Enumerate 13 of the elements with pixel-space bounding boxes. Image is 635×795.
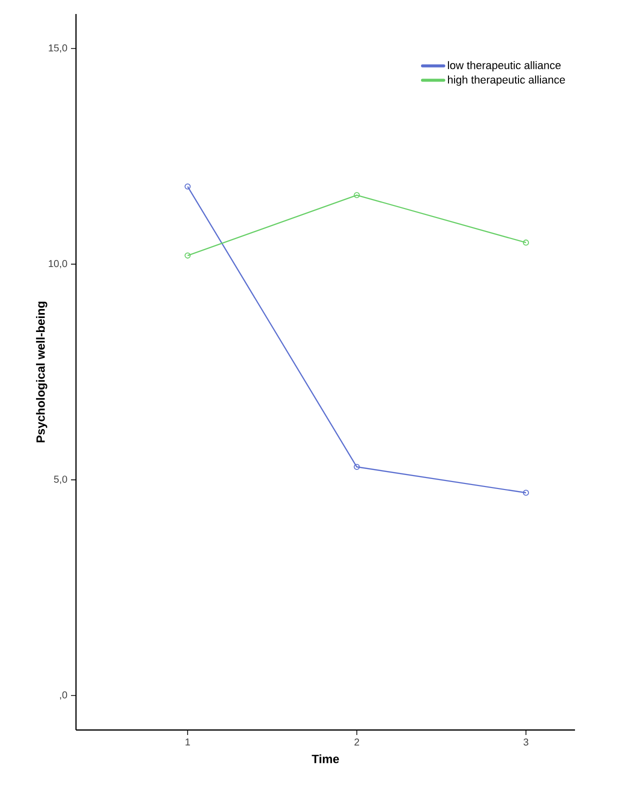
x-tick-label: 1	[186, 738, 190, 746]
y-tick-label: 15,0	[48, 44, 68, 53]
legend-label: low therapeutic alliance	[448, 61, 561, 72]
x-tick-label: 3	[524, 738, 528, 746]
legend-label: high therapeutic alliance	[448, 76, 565, 86]
point	[354, 464, 360, 470]
x-tick-label: 2	[354, 738, 360, 746]
x-axis-title: Time	[312, 754, 339, 764]
y-tick-label: ,0	[60, 691, 68, 700]
y-axis-title: Psychological well-being	[36, 302, 48, 442]
point	[354, 192, 360, 198]
y-tick-label: 10,0	[48, 260, 68, 268]
y-tick-label: 5,0	[54, 476, 68, 484]
